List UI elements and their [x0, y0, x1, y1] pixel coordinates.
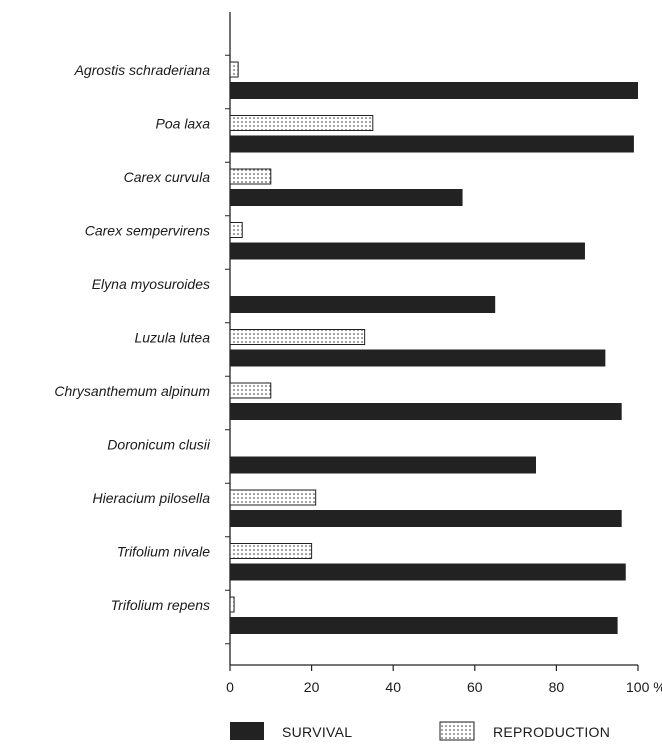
category-label: Chrysanthemum alpinum: [54, 383, 210, 399]
x-tick-label: 0: [226, 679, 234, 695]
reproduction-bar: [229, 489, 317, 506]
survival-bar: [230, 189, 463, 206]
survival-bar: [230, 135, 634, 153]
category-label: Carex curvula: [124, 169, 211, 185]
category-label: Hieracium pilosella: [93, 490, 211, 506]
x-tick-label: 80: [549, 679, 565, 695]
category-label: Doronicum clusii: [107, 437, 211, 453]
legend-swatch-reproduction: [439, 721, 475, 741]
legend: SURVIVAL REPRODUCTION: [230, 721, 610, 741]
x-tick-labels: 0 20 40 60 80 100 %: [226, 679, 662, 695]
category-label: Trifolium nivale: [117, 544, 210, 560]
survival-bar: [230, 296, 496, 313]
legend-label-reproduction: REPRODUCTION: [493, 724, 610, 740]
x-tick-label: 40: [385, 679, 401, 695]
survival-bar: [230, 242, 585, 260]
category-label: Elyna myosuroides: [92, 276, 210, 292]
reproduction-bar: [229, 382, 272, 399]
reproduction-bar: [229, 222, 243, 238]
reproduction-bar: [229, 596, 235, 613]
reproduction-bar: [229, 168, 272, 185]
survival-bar: [230, 456, 536, 474]
survival-bar: [230, 349, 606, 367]
survival-bar: [230, 403, 622, 420]
x-tick-label: 20: [304, 679, 320, 695]
survival-bar: [230, 82, 638, 99]
reproduction-bar: [229, 329, 366, 345]
category-label: Agrostis schraderiana: [74, 62, 211, 78]
survival-bar: [230, 617, 618, 634]
category-label: Poa laxa: [156, 116, 211, 132]
reproduction-bar: [229, 115, 374, 131]
survival-bar: [230, 510, 622, 527]
reproduction-bar: [229, 61, 239, 78]
legend-label-survival: SURVIVAL: [282, 724, 352, 740]
category-label: Luzula lutea: [134, 330, 210, 346]
legend-swatch-survival: [230, 722, 264, 740]
category-labels: Agrostis schraderiana Poa laxa Carex curvu…: [54, 62, 211, 613]
x-tick-label: 60: [467, 679, 483, 695]
reproduction-bar: [229, 543, 313, 559]
bars: [229, 61, 638, 634]
category-label: Carex sempervirens: [85, 223, 210, 239]
survival-bar: [230, 563, 626, 581]
x-tick-label: 100 %: [626, 679, 662, 695]
category-label: Trifolium repens: [111, 597, 210, 613]
